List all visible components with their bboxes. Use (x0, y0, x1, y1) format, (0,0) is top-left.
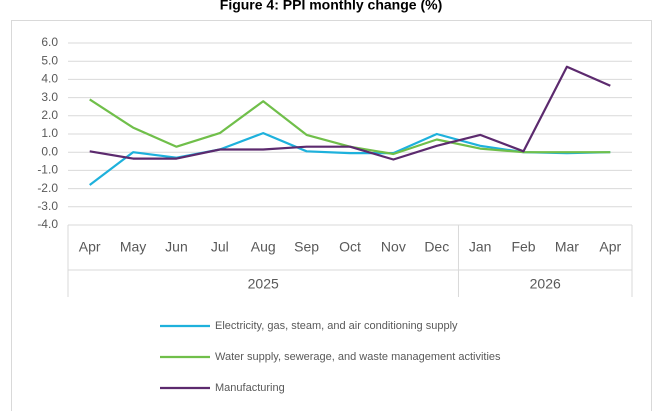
y-tick-label: -3.0 (37, 199, 58, 213)
group-label: 2026 (530, 276, 561, 292)
y-tick-label: 4.0 (41, 72, 58, 86)
chart-border (11, 20, 652, 411)
x-tick-label: Sep (294, 239, 319, 255)
y-tick-label: 6.0 (41, 35, 58, 49)
y-tick-label: 1.0 (41, 126, 58, 140)
group-label: 2025 (248, 276, 279, 292)
y-tick-label: 3.0 (41, 90, 58, 104)
y-tick-label: -4.0 (37, 217, 58, 231)
x-tick-label: Dec (424, 239, 449, 255)
y-tick-label: -1.0 (37, 163, 58, 177)
x-tick-label: Nov (381, 239, 406, 255)
x-tick-label: Apr (79, 239, 101, 255)
y-tick-label: 5.0 (41, 53, 58, 67)
legend-label: Electricity, gas, steam, and air conditi… (215, 320, 458, 332)
x-tick-label: Jul (211, 239, 229, 255)
x-tick-label: Oct (339, 239, 361, 255)
x-tick-label: Jan (469, 239, 492, 255)
x-tick-label: Mar (555, 239, 579, 255)
chart-title: Figure 4: PPI monthly change (%) (220, 0, 442, 13)
data-line (89, 65, 611, 161)
y-tick-label: 0.0 (41, 144, 58, 158)
x-tick-label: May (120, 239, 146, 255)
x-tick-label: Apr (599, 239, 621, 255)
y-tick-label: -2.0 (37, 181, 58, 195)
y-tick-label: 2.0 (41, 108, 58, 122)
legend-label: Water supply, sewerage, and waste manage… (215, 351, 501, 363)
x-tick-label: Feb (511, 239, 535, 255)
legend-label: Manufacturing (215, 382, 285, 394)
x-tick-label: Jun (165, 239, 188, 255)
x-tick-label: Aug (251, 239, 276, 255)
